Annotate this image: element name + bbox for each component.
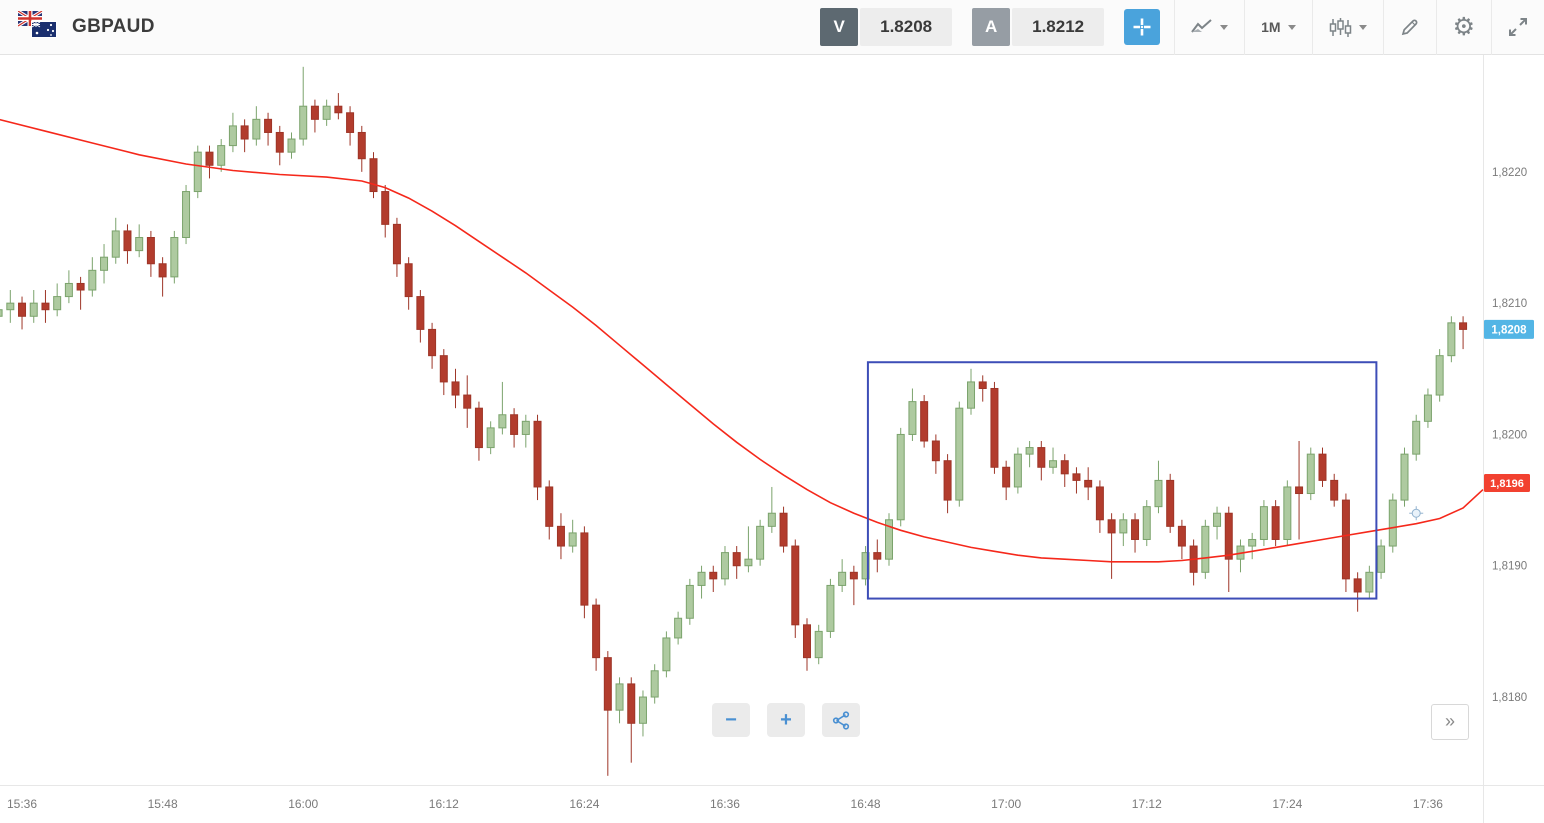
drawn-rectangle[interactable] [866,361,1378,600]
chart-zoom-controls: − + [712,703,860,737]
price-chart[interactable]: 1,8220 1,8210 1,8200 1,8190 1,8180 15:36 15:48… [0,55,1544,823]
svg-text:1,8220: 1,8220 [1492,167,1527,179]
zoom-out-button[interactable]: − [712,703,750,737]
share-icon [832,710,850,730]
sell-button[interactable]: V [820,8,859,46]
moving-average-line[interactable] [0,118,1484,563]
svg-text:17:00: 17:00 [991,797,1021,811]
svg-text:16:24: 16:24 [569,797,599,811]
svg-text:1,8208: 1,8208 [1491,324,1527,336]
gbpaud-flags-icon [17,9,58,44]
sell-price: 1.8208 [860,8,953,46]
position-marker[interactable] [1409,506,1424,521]
chart-type-button[interactable] [1174,0,1244,55]
sell-quote: V 1.8208 [820,8,953,46]
svg-text:17:24: 17:24 [1272,797,1302,811]
svg-text:1,8196: 1,8196 [1490,478,1524,490]
settings-button[interactable]: ⚙ [1435,0,1491,55]
svg-text:15:48: 15:48 [148,797,178,811]
buy-quote: A 1.8212 [972,8,1105,46]
svg-text:15:36: 15:36 [7,797,37,811]
svg-text:16:12: 16:12 [429,797,459,811]
fullscreen-button[interactable] [1491,0,1544,55]
draw-button[interactable] [1382,0,1436,55]
chevron-down-icon [1287,24,1296,30]
zoom-in-button[interactable]: + [767,703,805,737]
price-axis[interactable]: 1,8220 1,8210 1,8200 1,8190 1,8180 [1492,167,1527,704]
svg-text:16:36: 16:36 [710,797,740,811]
share-button[interactable] [822,703,860,737]
svg-text:1,8210: 1,8210 [1492,298,1527,310]
indicators-button[interactable] [1311,0,1383,55]
svg-text:17:12: 17:12 [1132,797,1162,811]
candlestick-icon [1329,17,1351,37]
svg-text:17:36: 17:36 [1413,797,1443,811]
svg-text:1,8180: 1,8180 [1492,692,1527,704]
symbol-area: GBPAUD [0,9,155,44]
line-chart-icon [1191,19,1212,33]
crosshair-tool-button[interactable] [1124,9,1161,45]
svg-text:1,8190: 1,8190 [1492,561,1527,573]
chart-area[interactable]: 1,8220 1,8210 1,8200 1,8190 1,8180 15:36 15:48… [0,55,1544,823]
timeframe-button[interactable]: 1M [1244,0,1311,55]
chart-toolbar: GBPAUD V 1.8208 A 1.8212 1M [0,0,1544,55]
toolbar-right-cluster: V 1.8208 A 1.8212 1M [820,0,1544,55]
svg-text:16:00: 16:00 [288,797,318,811]
ma-price-badge: 1,8196 [1484,474,1530,493]
time-axis[interactable]: 15:36 15:48 16:00 16:12 16:24 16:36 16:48 17:00… [7,797,1443,811]
gear-icon: ⚙ [1452,12,1475,41]
last-price-badge: 1,8208 [1484,319,1534,339]
timeframe-label: 1M [1261,19,1281,35]
crosshair-icon [1133,18,1151,36]
buy-price: 1.8212 [1012,8,1105,46]
pencil-icon [1401,19,1417,36]
expand-icon [1509,18,1527,36]
svg-text:16:48: 16:48 [851,797,881,811]
chevron-down-icon [1358,24,1367,30]
candles-layer [0,66,1468,776]
svg-text:1,8200: 1,8200 [1492,429,1527,441]
expand-panel-button[interactable]: » [1431,704,1469,740]
symbol-title: GBPAUD [72,16,155,37]
buy-button[interactable]: A [972,8,1011,46]
chevron-down-icon [1220,24,1229,30]
